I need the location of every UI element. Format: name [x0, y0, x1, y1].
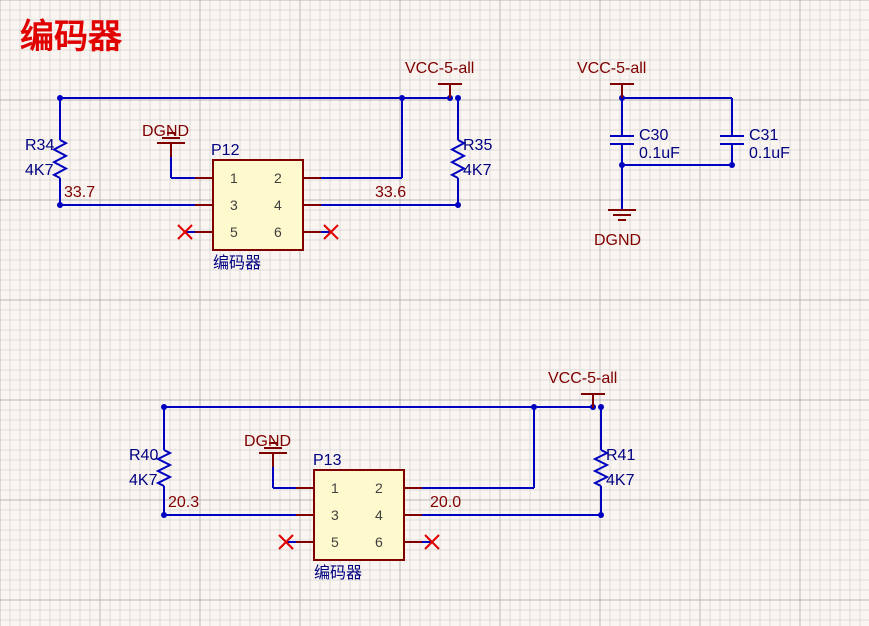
designator: R40	[129, 447, 158, 464]
component-name: 编码器	[213, 254, 261, 272]
pin-number: 4	[375, 507, 383, 523]
junction	[161, 404, 167, 410]
ground-label: DGND	[142, 123, 189, 140]
junction	[57, 95, 63, 101]
pin-number: 1	[331, 480, 339, 496]
junction	[619, 162, 625, 168]
value: 0.1uF	[749, 145, 790, 162]
junction	[161, 512, 167, 518]
junction	[455, 202, 461, 208]
junction	[598, 512, 604, 518]
pin-number: 2	[375, 480, 383, 496]
junction	[531, 404, 537, 410]
junction	[455, 95, 461, 101]
power-label: VCC-5-all	[405, 60, 474, 77]
ground-label: DGND	[244, 433, 291, 450]
junction	[399, 95, 405, 101]
designator: R41	[606, 447, 635, 464]
pin-number: 6	[375, 534, 383, 550]
pin-number: 3	[331, 507, 339, 523]
component-name: 编码器	[314, 564, 362, 582]
pin-number: 5	[230, 224, 238, 240]
net-label: 20.0	[430, 494, 461, 511]
net-label: 33.7	[64, 184, 95, 201]
ground-label: DGND	[594, 232, 641, 249]
schematic-canvas: 编码器 VCC-5-all VCC-5-all VCC-5-all DGND DGND DG…	[0, 0, 869, 626]
junction	[57, 202, 63, 208]
designator: R35	[463, 137, 492, 154]
value: 4K7	[129, 472, 158, 489]
net-label: 20.3	[168, 494, 199, 511]
value: 4K7	[25, 162, 54, 179]
designator: C31	[749, 127, 778, 144]
pin-number: 3	[230, 197, 238, 213]
junction	[729, 162, 735, 168]
pin-number: 4	[274, 197, 282, 213]
schematic-title: 编码器	[20, 18, 123, 56]
designator: P12	[211, 142, 240, 159]
designator: P13	[313, 452, 342, 469]
power-label: VCC-5-all	[577, 60, 646, 77]
power-label: VCC-5-all	[548, 370, 617, 387]
designator: R34	[25, 137, 54, 154]
value: 0.1uF	[639, 145, 680, 162]
pin-number: 2	[274, 170, 282, 186]
pin-number: 5	[331, 534, 339, 550]
junction	[598, 404, 604, 410]
designator: C30	[639, 127, 668, 144]
value: 4K7	[606, 472, 635, 489]
pin-number: 1	[230, 170, 238, 186]
value: 4K7	[463, 162, 492, 179]
net-label: 33.6	[375, 184, 406, 201]
pin-number: 6	[274, 224, 282, 240]
